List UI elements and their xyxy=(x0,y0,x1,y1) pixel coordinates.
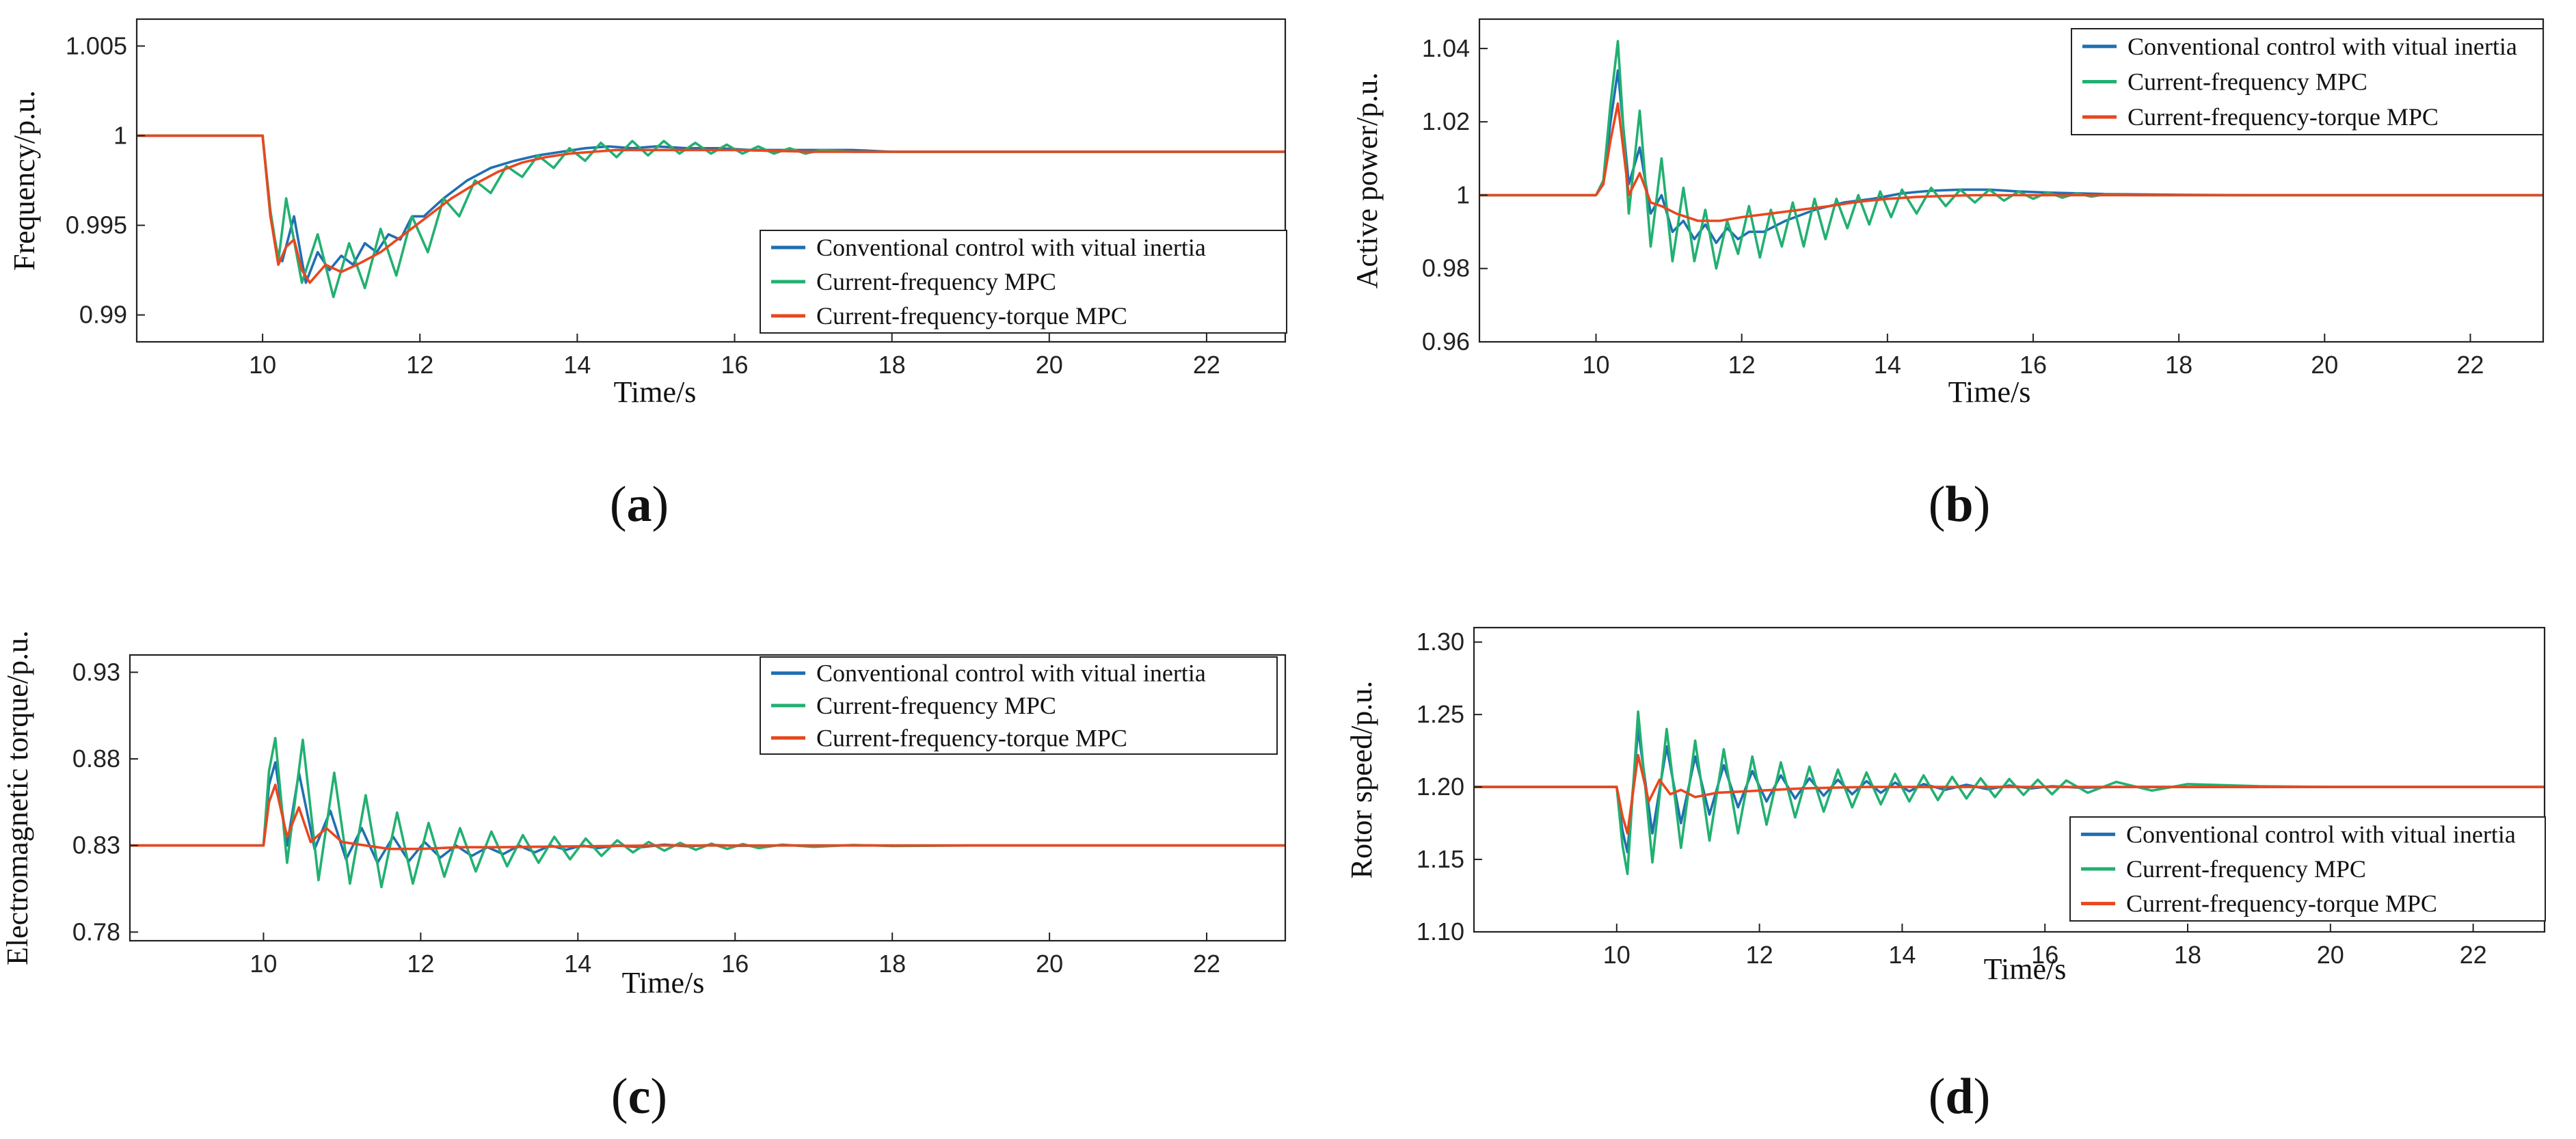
x-tick-label-d: 20 xyxy=(2317,941,2344,969)
panel-label-b: (b) xyxy=(1929,477,1990,533)
legend-box-b xyxy=(2071,28,2544,135)
x-tick-label-b: 14 xyxy=(1874,351,1901,379)
panel-label-a: (a) xyxy=(610,477,669,533)
chart-panel-c: 10 12 14 16 18 20 22 0.78 0.83 0.88 0.93 Time/s Elec… xyxy=(1,630,1287,1125)
x-axis-label-b: Time/s xyxy=(1948,375,2031,409)
legend-box-a xyxy=(760,230,1287,334)
x-tick-label-c: 14 xyxy=(564,950,591,978)
x-tick-label-d: 10 xyxy=(1603,941,1631,969)
y-axis-label-d: Rotor speed/p.u. xyxy=(1345,681,1378,879)
y-tick-label-d: 1.30 xyxy=(1417,628,1464,656)
legend-entry-d-1: Conventional control with vitual inertia xyxy=(2126,820,2516,848)
y-tick-label-a: 0.995 xyxy=(66,211,127,239)
y-tick-label-c: 0.83 xyxy=(72,831,120,859)
axes-frame-c xyxy=(129,654,1287,942)
axes-frame-a xyxy=(135,18,1287,343)
panel-label-d: (d) xyxy=(1929,1069,1990,1125)
y-tick-label-c: 0.78 xyxy=(72,917,120,946)
y-tick-label-d: 1.15 xyxy=(1417,845,1464,873)
series-line-c-2 xyxy=(130,736,1285,889)
y-tick-label-b: 0.98 xyxy=(1422,254,1470,282)
legend-box-d xyxy=(2069,816,2546,922)
x-tick-label-b: 20 xyxy=(2311,351,2338,379)
y-tick-label-b: 0.96 xyxy=(1422,327,1470,356)
legend-entry-c-1: Conventional control with vitual inertia xyxy=(816,660,1206,687)
series-line-a-3 xyxy=(137,134,1285,284)
y-axis-label-c: Electromagnetic torque/p.u. xyxy=(1,630,34,965)
x-tick-label-b: 16 xyxy=(2020,351,2047,379)
y-axis-label-a: Frequency/p.u. xyxy=(8,90,41,271)
axes-frame-b xyxy=(1478,18,2545,343)
x-axis-label-c: Time/s xyxy=(622,966,705,1000)
legend-c: Conventional control with vitual inertia… xyxy=(760,656,1278,755)
series-line-d-2 xyxy=(1474,710,2545,875)
legend-entry-d-3: Current-frequency-torque MPC xyxy=(2126,890,2437,917)
legend-d: Conventional control with vitual inertia… xyxy=(2069,816,2546,922)
x-tick-label-d: 22 xyxy=(2460,941,2487,969)
x-tick-label-c: 22 xyxy=(1193,950,1220,978)
legend-entry-a-3: Current-frequency-torque MPC xyxy=(816,302,1127,330)
x-tick-label-c: 16 xyxy=(721,950,749,978)
legend-b: Conventional control with vitual inertia… xyxy=(2071,28,2544,135)
x-tick-label-d: 18 xyxy=(2174,941,2201,969)
y-tick-label-d: 1.25 xyxy=(1417,700,1464,728)
x-tick-label-a: 18 xyxy=(878,351,906,379)
x-axis-label-a: Time/s xyxy=(614,375,697,409)
y-axis-label-b: Active power/p.u. xyxy=(1350,72,1384,289)
y-tick-label-c: 0.93 xyxy=(72,658,120,686)
chart-panel-d: 10 12 14 16 18 20 22 1.10 1.15 1.20 1.25 1.30 Time/s… xyxy=(1345,626,2546,1125)
x-tick-label-c: 20 xyxy=(1036,950,1063,978)
y-tick-label-b: 1.04 xyxy=(1422,34,1470,62)
y-tick-label-a: 1.005 xyxy=(66,31,127,59)
x-tick-label-d: 14 xyxy=(1888,941,1916,969)
y-tick-label-b: 1 xyxy=(1456,180,1470,209)
y-tick-label-b: 1.02 xyxy=(1422,107,1470,135)
x-tick-label-c: 12 xyxy=(407,950,434,978)
x-tick-label-c: 10 xyxy=(250,950,277,978)
x-tick-label-a: 14 xyxy=(563,351,591,379)
y-tick-label-d: 1.20 xyxy=(1417,773,1464,801)
series-line-c-3 xyxy=(130,783,1285,850)
axes-frame-d xyxy=(1473,626,2546,933)
chart-panel-b: 10 12 14 16 18 20 22 0.96 0.98 1 1.02 1.04 Time/s Act… xyxy=(1350,18,2545,533)
x-tick-label-d: 12 xyxy=(1746,941,1773,969)
legend-entry-a-1: Conventional control with vitual inertia xyxy=(816,234,1206,261)
legend-entry-a-2: Current-frequency MPC xyxy=(816,268,1056,295)
x-tick-label-b: 10 xyxy=(1582,351,1609,379)
y-tick-label-a: 0.99 xyxy=(79,301,127,329)
legend-a: Conventional control with vitual inertia… xyxy=(760,230,1287,334)
x-tick-label-a: 12 xyxy=(406,351,433,379)
legend-entry-c-2: Current-frequency MPC xyxy=(816,692,1056,719)
chart-panel-a: 10 12 14 16 18 20 22 0.99 0.995 1 1.005 Time/s Frequ… xyxy=(8,18,1287,533)
x-tick-label-b: 18 xyxy=(2165,351,2192,379)
x-tick-label-a: 20 xyxy=(1036,351,1063,379)
series-line-c-1 xyxy=(130,761,1285,864)
legend-box-c xyxy=(760,656,1278,755)
y-tick-label-d: 1.10 xyxy=(1417,917,1464,946)
x-tick-label-b: 12 xyxy=(1728,351,1756,379)
x-tick-label-a: 16 xyxy=(721,351,748,379)
y-tick-label-a: 1 xyxy=(113,121,127,149)
legend-entry-b-2: Current-frequency MPC xyxy=(2128,68,2367,96)
legend-entry-b-1: Conventional control with vitual inertia xyxy=(2128,33,2517,60)
x-tick-label-a: 10 xyxy=(249,351,276,379)
x-tick-label-a: 22 xyxy=(1193,351,1220,379)
x-tick-label-d: 16 xyxy=(2031,941,2058,969)
series-line-b-3 xyxy=(1479,102,2543,222)
legend-entry-d-2: Current-frequency MPC xyxy=(2126,855,2366,883)
y-tick-label-c: 0.88 xyxy=(72,745,120,773)
x-axis-label-d: Time/s xyxy=(1984,952,2067,986)
legend-entry-c-3: Current-frequency-torque MPC xyxy=(816,724,1127,751)
x-tick-label-c: 18 xyxy=(878,950,906,978)
series-line-d-3 xyxy=(1474,753,2545,835)
legend-entry-b-3: Current-frequency-torque MPC xyxy=(2128,103,2439,131)
panel-label-c: (c) xyxy=(611,1069,667,1125)
x-tick-label-b: 22 xyxy=(2456,351,2484,379)
